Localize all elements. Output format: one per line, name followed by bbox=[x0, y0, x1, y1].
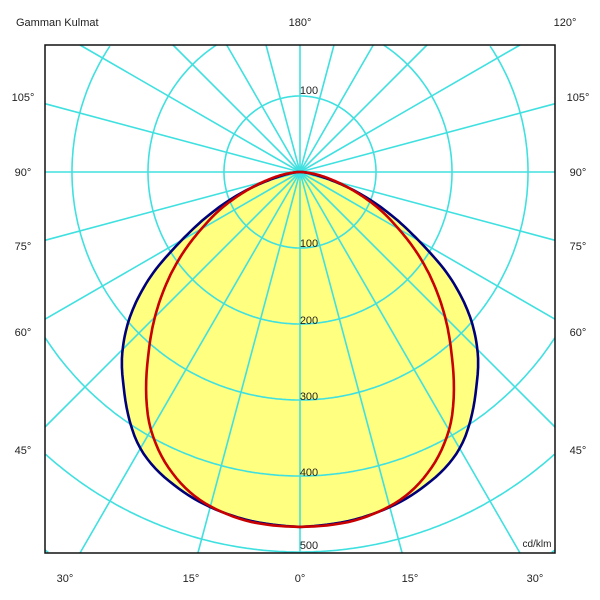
left-angle-label: 90° bbox=[15, 167, 32, 179]
right-angle-label: 45° bbox=[570, 445, 587, 457]
series-line-red bbox=[144, 170, 456, 529]
radial-tick-label: 200 bbox=[300, 315, 318, 327]
radial-tick-label: 100 bbox=[300, 238, 318, 250]
unit-label: cd/klm bbox=[523, 539, 552, 550]
right-angle-label: 75° bbox=[570, 241, 587, 253]
bottom-angle-label: 0° bbox=[295, 573, 306, 585]
grid-spoke bbox=[79, 44, 301, 173]
grid-spoke bbox=[44, 102, 301, 173]
grid-spoke bbox=[299, 44, 521, 173]
grid-spoke bbox=[299, 171, 556, 320]
top-label-180: 180° bbox=[289, 17, 312, 29]
grid-spoke bbox=[79, 171, 301, 554]
top-label-120: 120° bbox=[554, 17, 577, 29]
radial-tick-label: 100 bbox=[300, 85, 318, 97]
bottom-angle-label: 30° bbox=[527, 573, 544, 585]
grid-spoke bbox=[299, 44, 428, 173]
radial-tick-label: 400 bbox=[300, 467, 318, 479]
radial-tick-label: 300 bbox=[300, 391, 318, 403]
bottom-angle-label: 15° bbox=[402, 573, 419, 585]
grid-circle bbox=[71, 45, 529, 401]
grid-spoke bbox=[299, 102, 556, 173]
chart-title: Gamman Kulmat bbox=[16, 17, 99, 29]
grid-spoke bbox=[299, 44, 335, 173]
grid-spoke bbox=[44, 171, 301, 428]
left-angle-label: 45° bbox=[15, 445, 32, 457]
left-angle-label: 60° bbox=[15, 327, 32, 339]
grid-circle bbox=[147, 44, 453, 325]
grid-spoke bbox=[299, 171, 521, 554]
right-angle-label: 60° bbox=[570, 327, 587, 339]
bottom-angle-label: 15° bbox=[183, 573, 200, 585]
radial-tick-label: 500 bbox=[300, 540, 318, 552]
grid-spoke bbox=[265, 44, 301, 173]
grid-spoke bbox=[299, 171, 403, 554]
grid-spoke bbox=[226, 44, 301, 173]
grid-spoke bbox=[44, 171, 301, 320]
grid-spoke bbox=[197, 171, 301, 554]
grid-spoke bbox=[299, 171, 556, 428]
right-angle-label: 90° bbox=[570, 167, 587, 179]
bottom-angle-label: 30° bbox=[57, 573, 74, 585]
plot-frame bbox=[44, 44, 556, 554]
grid-spoke bbox=[299, 44, 374, 173]
grid-spoke bbox=[172, 44, 301, 173]
left-angle-label: 75° bbox=[15, 241, 32, 253]
right-angle-label: 105° bbox=[567, 92, 590, 104]
left-angle-label: 105° bbox=[12, 92, 35, 104]
